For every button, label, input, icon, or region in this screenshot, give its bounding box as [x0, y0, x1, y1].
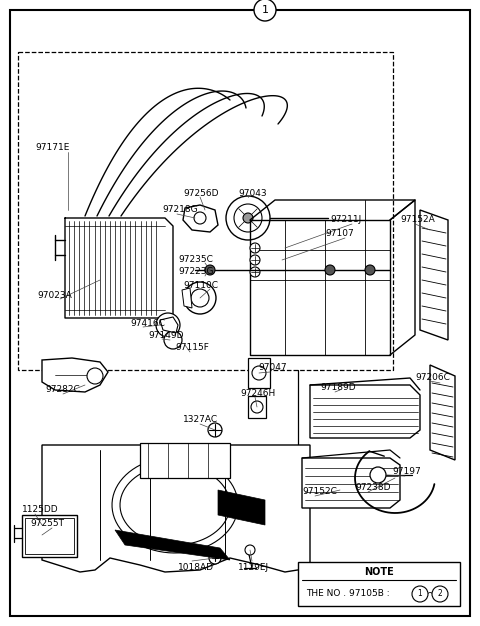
Text: 97206C: 97206C	[415, 372, 450, 381]
Text: ~: ~	[426, 589, 436, 599]
Text: 97171E: 97171E	[35, 143, 70, 153]
Polygon shape	[302, 458, 400, 508]
Circle shape	[412, 586, 428, 602]
Text: 97246H: 97246H	[240, 389, 275, 398]
Circle shape	[254, 0, 276, 21]
Text: THE NO . 97105B :: THE NO . 97105B :	[306, 590, 390, 598]
Circle shape	[243, 213, 253, 223]
Text: 97197: 97197	[392, 468, 421, 476]
Polygon shape	[430, 365, 455, 460]
Circle shape	[226, 196, 270, 240]
Text: 97107: 97107	[325, 230, 354, 239]
Bar	[298, 562, 460, 606]
Circle shape	[205, 265, 215, 275]
Text: 97115F: 97115F	[175, 344, 209, 352]
Circle shape	[164, 331, 182, 349]
Text: 97255T: 97255T	[30, 520, 64, 528]
Text: 97238D: 97238D	[355, 483, 391, 493]
Polygon shape	[183, 205, 218, 232]
Circle shape	[87, 368, 103, 384]
Circle shape	[184, 282, 216, 314]
Text: 1018AD: 1018AD	[178, 563, 214, 572]
Polygon shape	[42, 445, 310, 572]
Polygon shape	[218, 490, 265, 525]
Text: 1327AC: 1327AC	[183, 416, 218, 424]
Circle shape	[245, 545, 255, 555]
Text: 1: 1	[262, 5, 268, 15]
Text: 97282C: 97282C	[45, 386, 80, 394]
Text: 1: 1	[418, 590, 422, 598]
Circle shape	[208, 423, 222, 437]
Circle shape	[194, 212, 206, 224]
Text: 97416C: 97416C	[130, 319, 165, 327]
Bar	[248, 396, 266, 418]
Circle shape	[432, 586, 448, 602]
Text: 97218G: 97218G	[162, 205, 198, 215]
Circle shape	[370, 467, 386, 483]
Bar	[248, 358, 270, 388]
Polygon shape	[420, 210, 448, 340]
Circle shape	[250, 267, 260, 277]
Text: 97235C: 97235C	[178, 255, 213, 265]
Text: 97110C: 97110C	[183, 280, 218, 289]
Text: 97043: 97043	[238, 188, 266, 197]
Text: 97152C: 97152C	[302, 488, 337, 496]
Text: 97189D: 97189D	[320, 384, 356, 393]
Circle shape	[250, 243, 260, 253]
Text: 97047: 97047	[258, 364, 287, 372]
Circle shape	[191, 289, 209, 307]
Text: NOTE: NOTE	[364, 567, 394, 577]
Text: 97152A: 97152A	[400, 215, 435, 225]
Circle shape	[209, 552, 221, 564]
Text: 97149D: 97149D	[148, 331, 183, 339]
Polygon shape	[42, 358, 108, 392]
Circle shape	[251, 401, 263, 413]
Circle shape	[156, 313, 180, 337]
Text: 97223G: 97223G	[178, 267, 214, 277]
Bar	[140, 443, 230, 478]
Circle shape	[250, 255, 260, 265]
Bar	[25, 518, 74, 554]
Text: 97023A: 97023A	[37, 290, 72, 299]
Bar	[22, 515, 77, 557]
Polygon shape	[182, 288, 192, 308]
Polygon shape	[115, 530, 230, 560]
Text: 1125DD: 1125DD	[22, 506, 59, 515]
Polygon shape	[310, 385, 420, 438]
Circle shape	[365, 265, 375, 275]
Polygon shape	[160, 317, 178, 333]
Circle shape	[234, 204, 262, 232]
Circle shape	[252, 366, 266, 380]
Text: 97256D: 97256D	[183, 188, 218, 197]
Text: 97211J: 97211J	[330, 215, 361, 225]
Text: 1129EJ: 1129EJ	[238, 563, 269, 572]
Text: 2: 2	[438, 590, 443, 598]
Bar	[18, 52, 393, 370]
Circle shape	[325, 265, 335, 275]
